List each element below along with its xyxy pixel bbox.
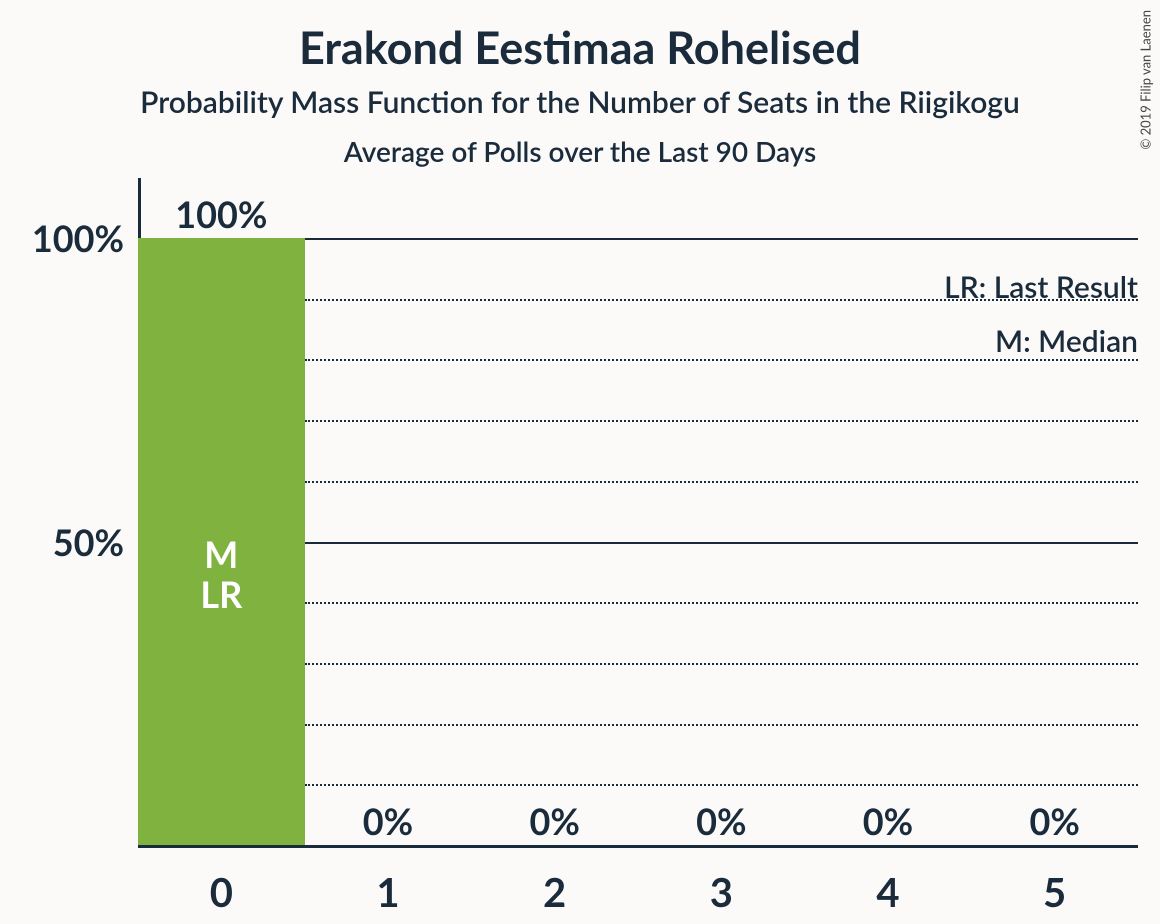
bar-value-label: 0% [363, 799, 413, 843]
gridline-minor [305, 784, 1138, 786]
legend-entry: M: Median [995, 323, 1138, 359]
y-tick-label: 50% [53, 520, 138, 564]
x-tick-label: 3 [710, 848, 733, 916]
x-axis [138, 845, 1138, 848]
bar-value-label: 0% [529, 799, 579, 843]
legend-entry: LR: Last Result [944, 269, 1138, 305]
gridline-minor [305, 602, 1138, 604]
gridline-major [305, 238, 1138, 240]
chart-subtitle-2: Average of Polls over the Last 90 Days [0, 134, 1160, 168]
x-tick-label: 4 [876, 848, 899, 916]
bar-value-label: 100% [175, 192, 267, 236]
gridline-minor [305, 724, 1138, 726]
bar-value-label: 0% [696, 799, 746, 843]
x-tick-label: 0 [210, 848, 233, 916]
gridline-minor [305, 420, 1138, 422]
x-tick-label: 2 [543, 848, 566, 916]
chart-title: Erakond Eestimaa Rohelised [0, 20, 1160, 74]
x-tick-label: 5 [1043, 848, 1066, 916]
gridline-minor [305, 359, 1138, 361]
chart-subtitle-1: Probability Mass Function for the Number… [0, 84, 1160, 120]
x-tick-label: 1 [376, 848, 399, 916]
bar: MLR [138, 238, 305, 845]
bar-value-label: 0% [863, 799, 913, 843]
gridline-minor [305, 663, 1138, 665]
copyright-text: © 2019 Filip van Laenen [1138, 10, 1154, 150]
y-tick-label: 100% [32, 216, 138, 260]
bar-value-label: 0% [1029, 799, 1079, 843]
bar-inner-label: MLR [200, 535, 242, 614]
pmf-bar-chart: 50%100%MLR100%00%10%20%30%40%5LR: Last R… [138, 178, 1138, 848]
gridline-minor [305, 481, 1138, 483]
gridline-major [305, 542, 1138, 544]
